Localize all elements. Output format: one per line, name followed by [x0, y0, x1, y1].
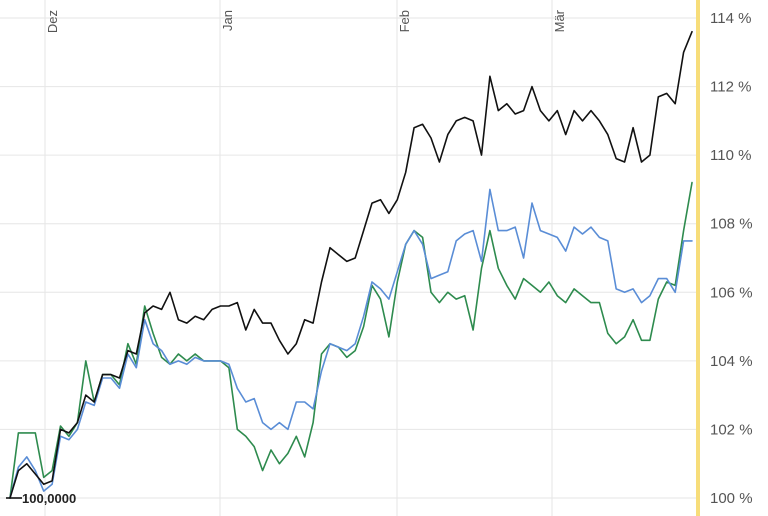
x-axis-ticks: Dez Jan Feb Mär	[45, 9, 567, 33]
x-tick-label: Mär	[552, 9, 567, 32]
series-layer	[9, 30, 693, 499]
y-tick-label: 114 %	[710, 10, 751, 27]
series-line-2	[9, 188, 693, 499]
y-tick-label: 108 %	[710, 216, 753, 233]
x-tick-label: Jan	[220, 10, 235, 31]
y-axis-ticks: 100 % 102 % 104 % 106 % 108 % 110 % 112 % 114 %	[710, 10, 753, 507]
y-tick-label: 106 %	[710, 284, 753, 301]
current-date-marker	[696, 0, 700, 516]
x-tick-label: Dez	[45, 10, 60, 33]
series-line-3	[9, 181, 693, 499]
y-tick-label: 100 %	[710, 490, 753, 507]
y-tick-label: 102 %	[710, 421, 753, 438]
y-tick-label: 112 %	[710, 79, 751, 96]
x-tick-label: Feb	[397, 10, 412, 32]
y-gridlines	[0, 17, 700, 499]
y-tick-label: 104 %	[710, 353, 753, 370]
x-gridlines	[44, 0, 553, 516]
series-line-1	[9, 30, 693, 499]
y-tick-label: 110 %	[710, 147, 751, 164]
base-value-label: 100,0000	[22, 491, 76, 506]
